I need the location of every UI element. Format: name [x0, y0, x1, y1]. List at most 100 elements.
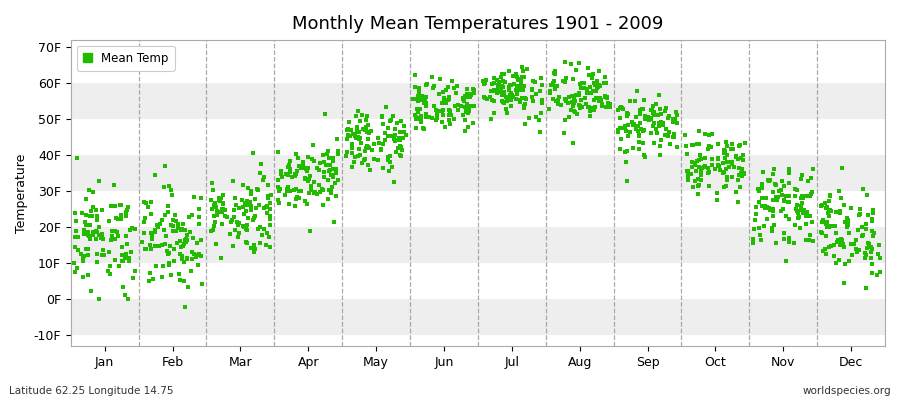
Point [256, 226, 271, 232]
Point [212, 197, 226, 204]
Point [567, 100, 581, 106]
Point [329, 166, 344, 172]
Point [815, 217, 830, 224]
Point [820, 219, 834, 225]
Point [301, 165, 315, 172]
Point [580, 64, 595, 71]
Point [850, 249, 864, 256]
Point [261, 195, 275, 202]
Point [526, 97, 540, 104]
Point [573, 85, 588, 92]
Point [790, 208, 805, 214]
Point [325, 165, 339, 172]
Point [354, 140, 368, 146]
Point [822, 213, 836, 220]
Point [799, 193, 814, 199]
Point [765, 227, 779, 234]
Point [146, 276, 160, 282]
Point [247, 242, 261, 248]
Point [429, 106, 444, 113]
Point [727, 163, 742, 170]
Point [376, 120, 391, 127]
Point [636, 97, 651, 103]
Point [802, 213, 816, 219]
Point [828, 222, 842, 229]
Point [833, 195, 848, 202]
Point [381, 157, 395, 163]
Point [271, 183, 285, 190]
Point [702, 132, 716, 138]
Point [533, 129, 547, 136]
Point [753, 236, 768, 243]
Point [588, 82, 602, 88]
Point [766, 213, 780, 219]
Point [781, 170, 796, 176]
Point [151, 224, 166, 230]
Point [307, 178, 321, 185]
Point [457, 128, 472, 134]
Point [590, 88, 604, 94]
Point [464, 103, 479, 110]
Point [451, 102, 465, 108]
Point [513, 96, 527, 103]
Point [203, 228, 218, 234]
Point [670, 120, 684, 127]
Y-axis label: Temperature: Temperature [15, 154, 28, 233]
Point [766, 208, 780, 214]
Point [454, 102, 469, 109]
Point [638, 116, 652, 122]
Point [69, 265, 84, 271]
Point [319, 162, 333, 168]
Point [819, 205, 833, 212]
Point [158, 212, 172, 218]
Point [754, 180, 769, 187]
Point [256, 174, 271, 180]
Point [770, 197, 784, 204]
Point [666, 119, 680, 125]
Point [797, 206, 812, 213]
Point [121, 296, 135, 302]
Point [167, 258, 182, 265]
Point [331, 177, 346, 183]
Point [283, 158, 297, 164]
Point [822, 224, 836, 230]
Point [497, 100, 511, 106]
Point [263, 222, 277, 228]
Point [692, 128, 706, 134]
Point [698, 163, 712, 169]
Point [225, 243, 239, 250]
Point [656, 120, 670, 127]
Point [300, 176, 314, 182]
Point [353, 135, 367, 141]
Point [614, 104, 628, 110]
Point [479, 76, 493, 83]
Point [833, 240, 848, 247]
Point [204, 180, 219, 186]
Point [340, 149, 355, 156]
Point [565, 98, 580, 105]
Point [103, 263, 117, 269]
Point [422, 114, 436, 120]
Point [826, 253, 841, 259]
Point [732, 164, 746, 171]
Point [790, 215, 805, 221]
Point [782, 199, 796, 205]
Point [71, 247, 86, 253]
Point [724, 160, 739, 167]
Point [382, 152, 397, 159]
Point [870, 250, 885, 257]
Point [761, 205, 776, 212]
Point [621, 133, 635, 140]
Point [712, 163, 726, 170]
Point [866, 210, 880, 216]
Point [689, 168, 704, 174]
Point [229, 202, 243, 208]
Point [92, 232, 106, 238]
Point [517, 86, 531, 92]
Point [725, 174, 740, 180]
Point [310, 191, 324, 197]
Point [582, 72, 597, 78]
Point [444, 112, 458, 118]
Point [418, 96, 432, 102]
Point [586, 71, 600, 77]
